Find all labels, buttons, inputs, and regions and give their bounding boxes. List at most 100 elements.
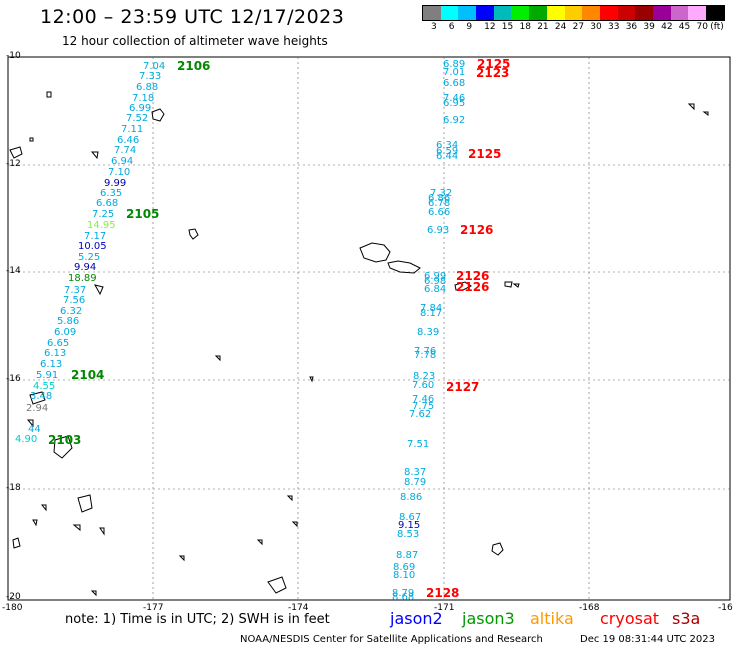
wave-height-value: 8.79 <box>392 588 415 599</box>
wave-height-value: 5.91 <box>36 370 59 381</box>
wave-height-value: 6.65 <box>47 338 70 349</box>
lon-label: -174 <box>288 603 309 613</box>
wave-height-value: 8.68 <box>392 592 415 603</box>
wave-height-value: 7.10 <box>108 167 131 178</box>
island-east-2 <box>512 283 520 288</box>
pass-time-label: 2126 <box>456 280 490 294</box>
wave-height-value: 7.76 <box>414 346 437 357</box>
wave-height-value: 44 <box>28 424 41 435</box>
island-samoa-savaii <box>359 242 391 263</box>
lat-label: -16 <box>6 374 21 384</box>
units-note: note: 1) Time is in UTC; 2) SWH is in fe… <box>65 612 330 627</box>
colorbar-swatch <box>688 6 706 20</box>
colorbar-swatch <box>635 6 653 20</box>
colorbar-label: 6 <box>448 22 455 32</box>
island-tutuila <box>454 281 472 291</box>
lat-label: -18 <box>6 483 21 493</box>
lon-label: -171 <box>434 603 455 613</box>
colorbar-swatch <box>423 6 441 20</box>
colorbar-label: 24 <box>554 22 567 32</box>
colorbar-swatch <box>652 6 671 20</box>
lat-label: -10 <box>6 51 21 61</box>
wave-height-value: 6.32 <box>60 306 83 317</box>
wave-height-value: 8.39 <box>417 327 440 338</box>
wave-height-value: 6.95 <box>443 98 466 109</box>
colorbar-swatch <box>599 6 618 20</box>
pass-time-label: 2126 <box>456 269 490 283</box>
colorbar-swatch <box>440 6 459 20</box>
colorbar-swatch <box>476 6 494 20</box>
wave-height-value: 7.01 <box>443 67 466 78</box>
wave-height-value: 8.79 <box>404 477 427 488</box>
pass-time-label: 2125 <box>468 147 502 161</box>
wave-height-value: 6.92 <box>443 115 466 126</box>
wave-height-value: 7.11 <box>121 124 144 135</box>
wave-height-value: 6.68 <box>443 78 466 89</box>
wave-height-value: 6.94 <box>111 156 134 167</box>
wave-height-value: 6.89 <box>443 59 466 70</box>
wave-height-value: 6.44 <box>436 151 459 162</box>
colorbar-label: 12 <box>484 22 496 32</box>
swh-colorbar <box>422 5 725 21</box>
colorbar-label: 27 <box>572 22 585 32</box>
pass-time-label: 2127 <box>446 380 480 394</box>
wave-height-value: 8.69 <box>393 562 416 573</box>
wave-height-value: 7.46 <box>412 394 435 405</box>
grid-lines <box>8 57 730 600</box>
wave-height-value: 7.75 <box>412 401 435 412</box>
lat-label: -14 <box>6 266 21 276</box>
wave-height-value: 6.09 <box>54 327 77 338</box>
pass-time-label: 2126 <box>460 223 494 237</box>
wave-height-value: 6.46 <box>117 135 140 146</box>
island-futuna <box>188 228 199 240</box>
wave-height-value: 8.23 <box>413 371 436 382</box>
colorbar-label: 42 <box>661 22 673 32</box>
colorbar-label: 45 <box>678 22 691 32</box>
colorbar-swatch <box>493 6 512 20</box>
colorbar-label: 36 <box>625 22 638 32</box>
wave-height-value: 6.66 <box>428 207 451 218</box>
legend-jason3: jason3 <box>462 609 515 628</box>
wave-height-value: 6.68 <box>96 198 119 209</box>
wave-height-value: 7.37 <box>64 285 87 296</box>
wave-height-value: 8.10 <box>393 570 416 581</box>
wave-height-value: 7.62 <box>409 409 432 420</box>
colorbar-swatch <box>706 6 724 20</box>
wave-height-value: 7.32 <box>430 188 453 199</box>
colorbar-label: 33 <box>608 22 620 32</box>
pass-time-label: 2123 <box>476 66 510 80</box>
wave-height-value: 4.55 <box>33 381 56 392</box>
wave-height-value: 14.95 <box>87 220 116 231</box>
plot-frame <box>7 56 731 601</box>
wave-height-value: 7.74 <box>114 145 137 156</box>
wave-height-value: 6.98 <box>424 276 447 287</box>
wave-height-value: 18.89 <box>68 273 97 284</box>
wave-height-value: 6.99 <box>129 103 152 114</box>
pass-time-label: 2105 <box>126 207 160 221</box>
wave-height-value: 7.78 <box>414 350 437 361</box>
wave-height-value: 9.15 <box>398 520 421 531</box>
wave-height-value: 6.84 <box>424 284 447 295</box>
lon-label: -180 <box>2 603 23 613</box>
wave-height-value: 6.88 <box>136 82 159 93</box>
wave-height-value: 7.33 <box>139 71 162 82</box>
wave-height-value: 6.99 <box>424 271 447 282</box>
pass-time-label: 2104 <box>71 368 105 382</box>
wave-height-value: 7.17 <box>84 231 107 242</box>
wave-height-value: 7.84 <box>420 303 443 314</box>
colorbar-swatch <box>670 6 689 20</box>
wave-height-value: 8.37 <box>404 467 427 478</box>
lat-label: -12 <box>6 159 21 169</box>
wave-height-value: 7.04 <box>143 61 166 72</box>
colorbar-swatch <box>564 6 583 20</box>
generated-timestamp: Dec 19 08:31:44 UTC 2023 <box>580 634 715 645</box>
wave-height-value: 10.05 <box>78 241 107 252</box>
wave-height-value: 8.53 <box>397 529 420 540</box>
lon-label: -16 <box>718 603 733 613</box>
wave-height-value: 8.86 <box>400 492 423 503</box>
wave-height-value: 2.94 <box>26 403 49 414</box>
credit-line: NOAA/NESDIS Center for Satellite Applica… <box>240 634 543 645</box>
wave-height-value: 6.78 <box>428 198 451 209</box>
wave-height-value: 7.25 <box>92 209 115 220</box>
